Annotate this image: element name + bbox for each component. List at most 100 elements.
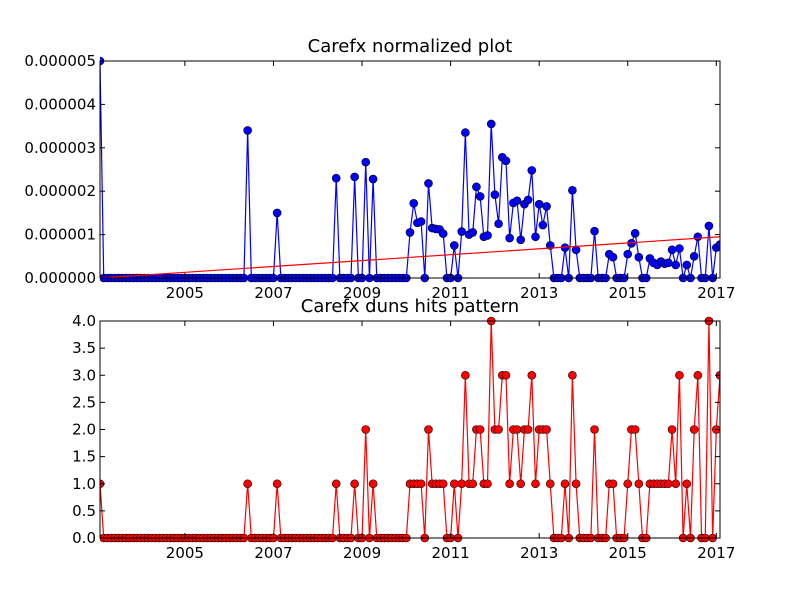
data-point: [571, 479, 581, 489]
y-tick-label: 0.000001: [24, 226, 96, 244]
data-point: [634, 479, 644, 489]
data-point: [689, 251, 699, 261]
data-point: [671, 479, 681, 489]
data-point: [568, 370, 577, 380]
y-tick-label: 0.5: [72, 502, 96, 520]
data-point: [667, 245, 677, 255]
data-point: [416, 217, 426, 226]
data-point: [704, 221, 714, 231]
data-point: [534, 199, 544, 209]
x-tick-label: 2011: [432, 284, 470, 302]
data-point: [630, 425, 640, 434]
y-tick-label: 0.0: [72, 529, 96, 547]
data-point: [608, 479, 618, 489]
y-tick-label: 0.000002: [24, 182, 96, 200]
data-point: [715, 240, 720, 249]
data-point: [516, 479, 526, 489]
y-tick-label: 2.0: [72, 421, 96, 439]
data-point: [449, 479, 459, 489]
data-point: [405, 228, 415, 237]
data-point: [542, 425, 551, 434]
data-point: [664, 479, 673, 489]
x-tick-label: 2017: [697, 284, 735, 302]
y-tick-label: 3.0: [72, 366, 96, 384]
data-point: [623, 249, 633, 259]
data-point: [361, 157, 371, 167]
data-point: [416, 479, 426, 489]
data-point: [490, 190, 500, 199]
data-point: [630, 228, 640, 238]
data-point: [468, 479, 478, 489]
data-point: [368, 479, 378, 489]
data-point: [486, 119, 496, 129]
x-tick-label: 2015: [609, 544, 647, 562]
data-point: [501, 156, 511, 166]
data-point: [472, 182, 481, 192]
data-point: [272, 479, 282, 489]
data-point: [523, 425, 533, 434]
data-point: [505, 233, 514, 243]
data-point: [468, 228, 478, 237]
data-point: [608, 252, 618, 262]
data-point: [682, 479, 692, 489]
data-point: [449, 241, 459, 250]
axes-frame: [99, 60, 721, 279]
data-point: [501, 370, 511, 380]
data-point: [560, 479, 570, 489]
series-line: [100, 236, 720, 279]
y-tick-label: 1.0: [72, 475, 96, 493]
data-point: [243, 479, 252, 489]
data-point: [512, 196, 522, 206]
data-point: [545, 479, 555, 489]
data-point: [689, 425, 699, 434]
data-point: [457, 227, 466, 236]
y-tick-label: 0.000005: [24, 52, 96, 70]
data-point: [483, 479, 492, 489]
x-tick-label: 2007: [254, 544, 292, 562]
data-point: [523, 195, 533, 205]
data-point: [494, 425, 503, 434]
data-point: [693, 370, 703, 380]
data-point: [664, 258, 673, 268]
data-point: [438, 479, 448, 489]
y-tick-label: 4.0: [72, 312, 96, 330]
data-point: [483, 231, 492, 240]
data-point: [531, 232, 540, 242]
data-point: [461, 128, 470, 137]
data-point: [350, 479, 359, 489]
data-point: [409, 199, 419, 208]
data-point: [693, 232, 703, 242]
y-tick-label: 3.5: [72, 339, 96, 357]
chart-title: Carefx normalized plot: [308, 36, 513, 57]
data-point: [623, 479, 633, 489]
data-point: [531, 479, 540, 489]
data-point: [512, 425, 522, 434]
data-point: [671, 260, 681, 270]
x-tick-label: 2007: [254, 284, 292, 302]
data-point: [634, 252, 644, 262]
data-point: [461, 370, 470, 380]
data-point: [538, 220, 548, 230]
y-tick-label: 0.000004: [24, 95, 96, 113]
x-tick-label: 2013: [520, 544, 558, 562]
chart-title: Carefx duns hits pattern: [301, 296, 519, 317]
x-tick-label: 2013: [520, 284, 558, 302]
data-point: [494, 219, 503, 229]
data-point: [457, 479, 466, 489]
y-tick-label: 2.5: [72, 393, 96, 411]
data-point: [475, 425, 485, 434]
x-tick-label: 2011: [432, 544, 470, 562]
x-tick-label: 2009: [343, 284, 381, 302]
data-point: [243, 126, 252, 135]
data-point: [424, 425, 433, 434]
data-point: [568, 186, 577, 195]
data-point: [682, 260, 692, 270]
x-tick-label: 2009: [343, 544, 381, 562]
data-point: [331, 173, 341, 183]
x-tick-label: 2015: [609, 284, 647, 302]
data-point: [368, 174, 378, 184]
data-point: [475, 192, 485, 201]
x-tick-label: 2017: [697, 544, 735, 562]
